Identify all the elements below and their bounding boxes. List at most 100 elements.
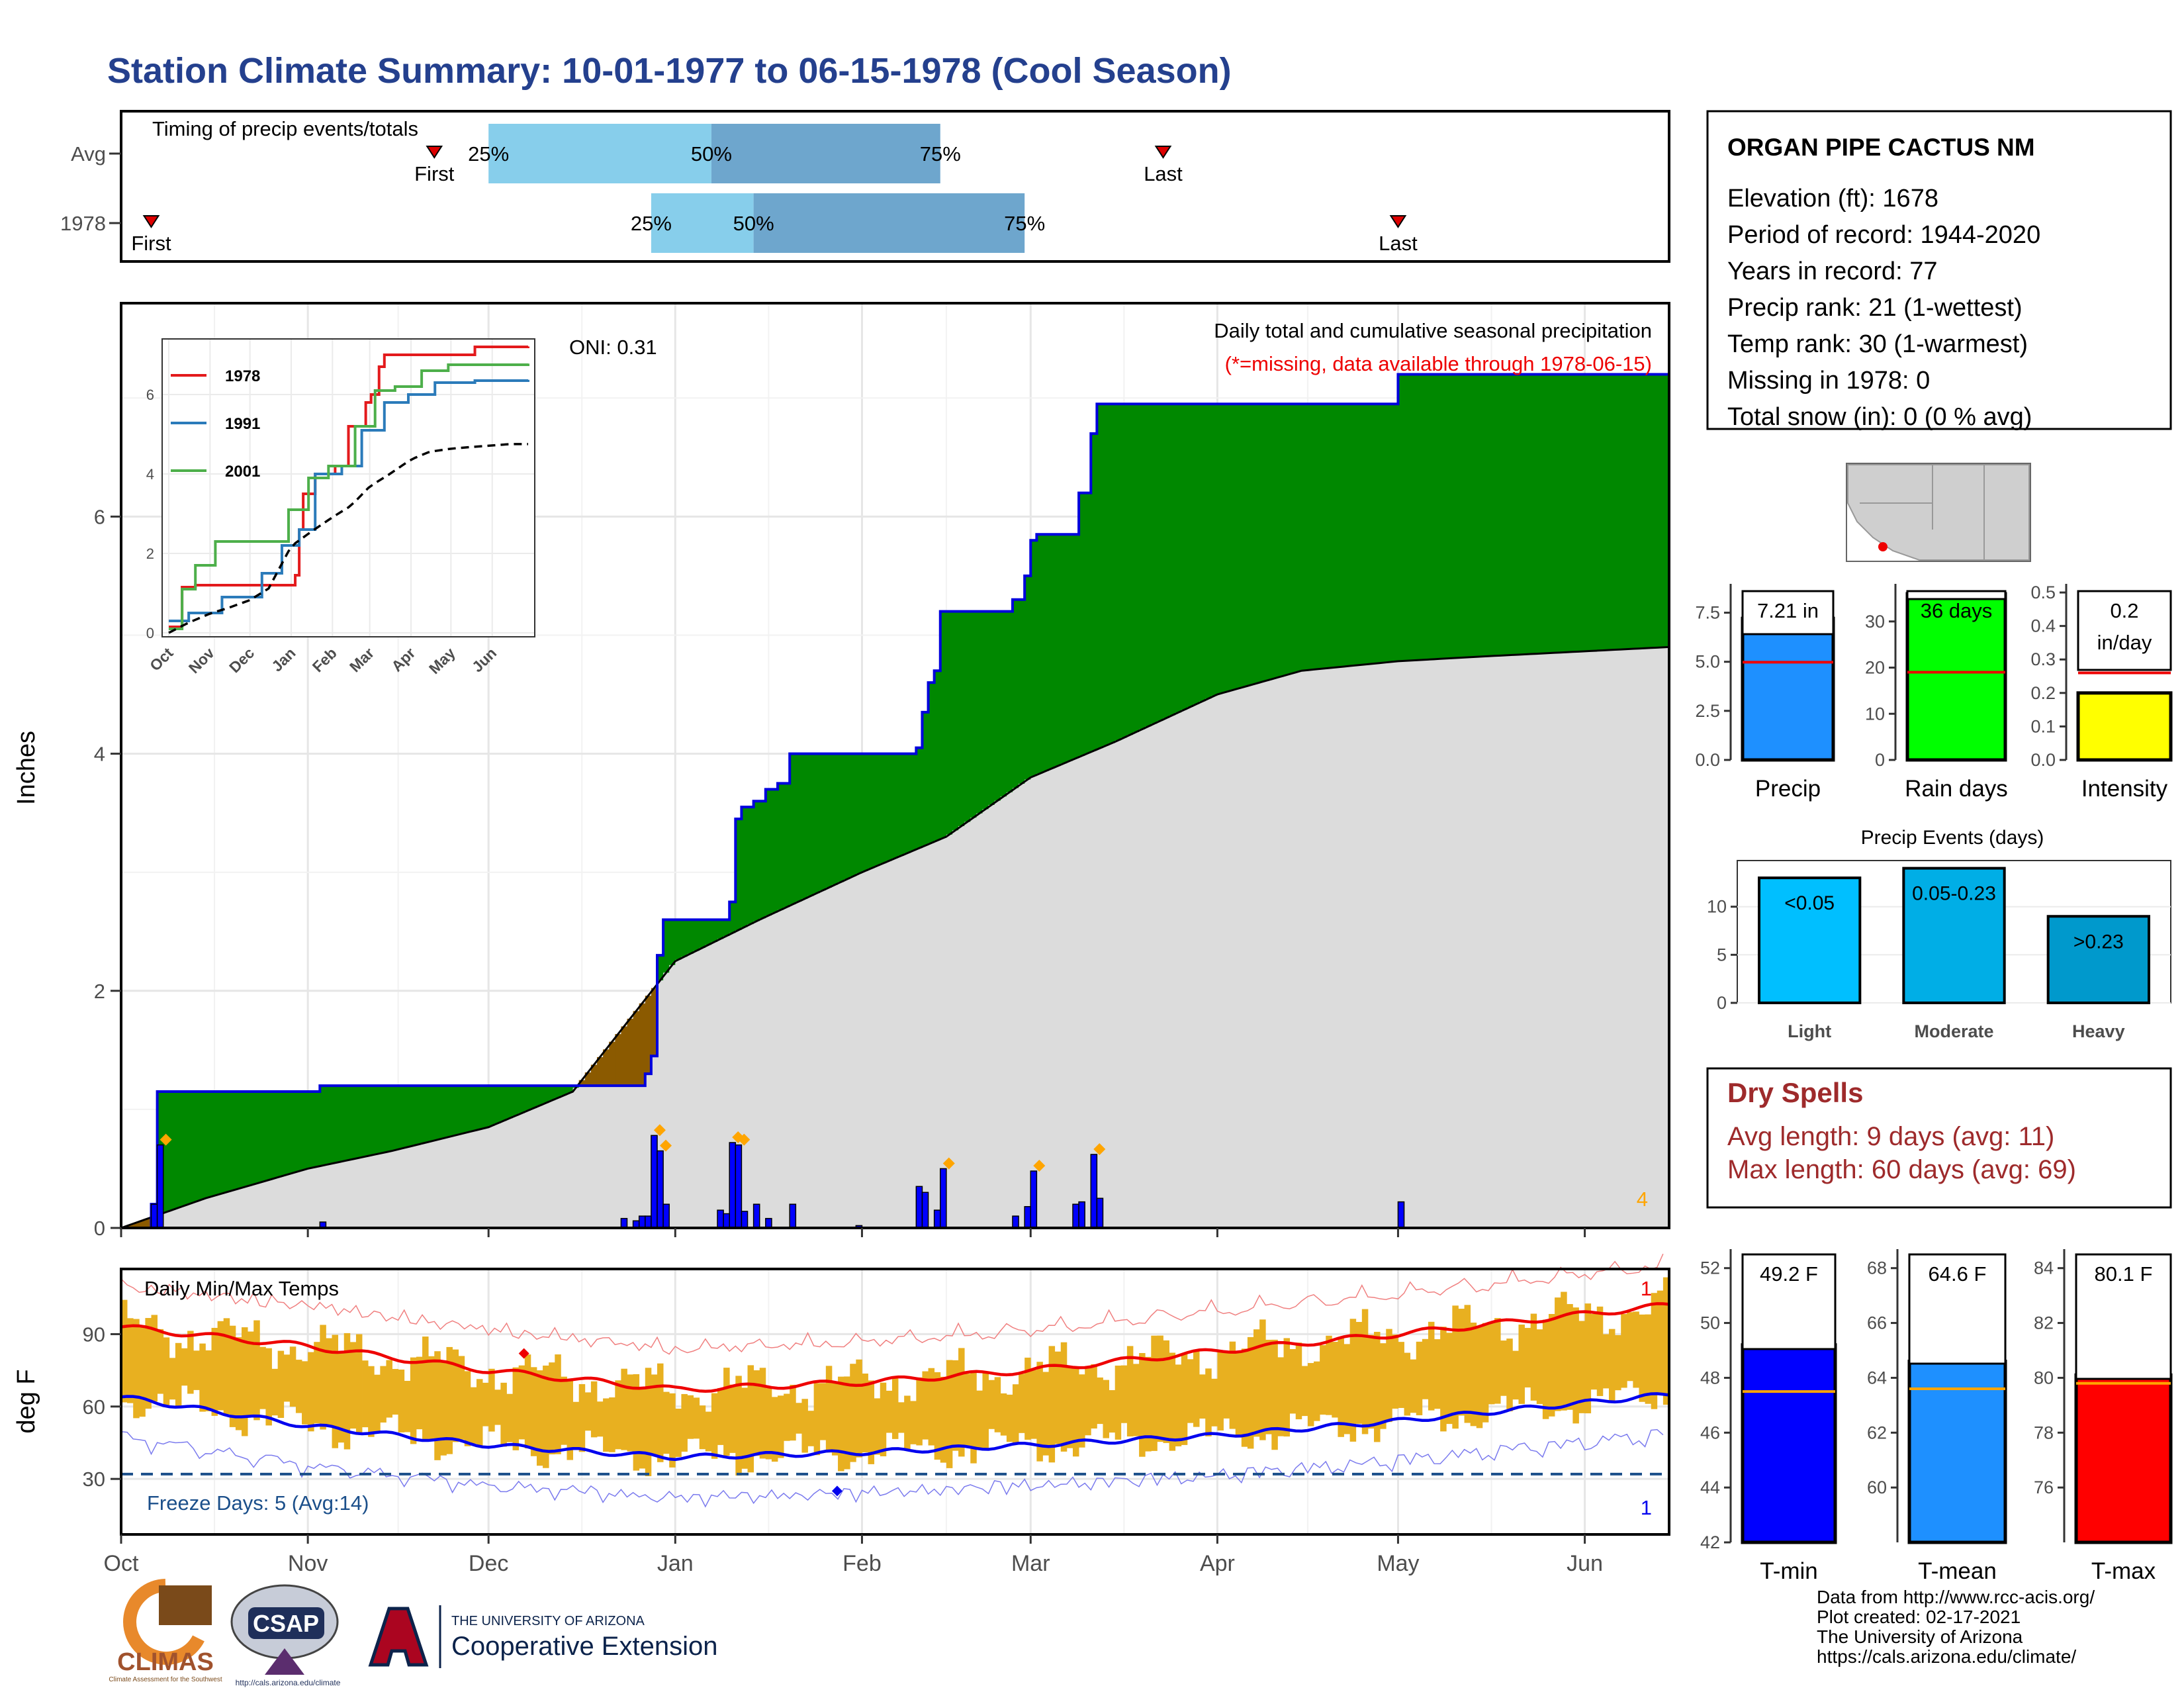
surplus-area	[813, 753, 821, 894]
daily-temp-bar	[1361, 1309, 1369, 1434]
daily-temp-bar	[735, 1376, 742, 1476]
climatology-area	[778, 910, 784, 1228]
surplus-area	[332, 1086, 339, 1163]
climatology-area	[458, 1133, 465, 1228]
surplus-area	[1199, 404, 1206, 702]
daily-temp-bar	[1657, 1290, 1664, 1395]
climatology-area	[1277, 677, 1285, 1228]
surplus-area	[753, 801, 760, 921]
timing-first-marker	[426, 146, 443, 159]
climatology-area	[1000, 796, 1007, 1228]
climatology-area	[446, 1137, 453, 1228]
surplus-area	[1338, 404, 1345, 667]
daily-precip-bar	[645, 1215, 652, 1229]
climatology-area	[1349, 665, 1357, 1228]
footer-credit-line: Data from http://www.rcc-acis.org/	[1817, 1587, 2095, 1607]
climatology-area	[844, 879, 850, 1228]
surplus-area	[741, 807, 749, 927]
x-tick-label-month: Nov	[288, 1551, 328, 1576]
surplus-area	[555, 1086, 561, 1098]
surplus-area	[801, 753, 809, 899]
climatology-area	[1169, 715, 1176, 1228]
daily-temp-bar	[157, 1329, 164, 1394]
inset-series-line	[169, 379, 529, 622]
climatology-area	[1584, 651, 1592, 1228]
climatology-area	[211, 1196, 218, 1228]
precip-value-label: 7.21 in	[1757, 599, 1819, 622]
climatology-area	[308, 1168, 314, 1228]
precip-subtitle: Daily total and cumulative seasonal prec…	[1214, 319, 1652, 342]
climatology-area	[1006, 792, 1013, 1228]
precip-value-box	[1741, 590, 1835, 635]
climatology-area	[874, 866, 881, 1228]
tmean-value-box	[1908, 1253, 2007, 1365]
surplus-area	[1036, 534, 1044, 774]
daily-temp-bar	[952, 1360, 959, 1451]
climatology-area	[1621, 649, 1627, 1228]
heavy-event-marker	[660, 1139, 672, 1152]
daily-precip-bar	[729, 1142, 737, 1229]
surplus-area	[314, 1092, 320, 1167]
surplus-area	[675, 919, 682, 960]
surplus-area	[723, 919, 730, 936]
daily-temp-bar	[729, 1384, 736, 1453]
station-location-dot	[1878, 542, 1888, 551]
daily-temp-bar	[398, 1369, 405, 1432]
surplus-area	[838, 753, 844, 882]
daily-temp-bar	[404, 1381, 411, 1432]
timing-bar-25-50	[488, 124, 711, 183]
daily-temp-bar	[1000, 1393, 1007, 1436]
avg-min-line	[120, 1392, 1670, 1462]
y-tick-label: 0.2	[2030, 683, 2056, 703]
climatology-area	[1048, 768, 1056, 1228]
climatology-area	[175, 1207, 182, 1228]
surplus-area	[1048, 534, 1056, 769]
daily-temp-bar	[1301, 1366, 1308, 1417]
daily-temp-bar	[578, 1383, 586, 1452]
surplus-area	[1518, 374, 1525, 655]
climas-logo-block	[159, 1585, 212, 1625]
climatology-area	[970, 818, 977, 1228]
surplus-area	[488, 1086, 495, 1126]
y-tick-label: 52	[1700, 1258, 1720, 1278]
daily-temp-bar	[717, 1387, 724, 1445]
climatology-area	[741, 927, 749, 1228]
daily-precip-bar	[156, 1144, 164, 1229]
y-tick-label: 0	[1717, 993, 1727, 1013]
daily-temp-bar	[910, 1401, 917, 1444]
daily-temp-bar	[807, 1411, 815, 1446]
daily-temp-bar	[277, 1350, 285, 1418]
daily-temp-bar	[741, 1387, 748, 1469]
daily-temp-bar	[1488, 1322, 1495, 1405]
surplus-area	[807, 753, 815, 896]
tmax-record-count: 1	[1641, 1277, 1652, 1300]
daily-temp-bar	[657, 1363, 664, 1462]
climatology-area	[1320, 669, 1326, 1228]
surplus-area	[1615, 374, 1621, 650]
daily-temp-bar	[675, 1408, 682, 1457]
surplus-area	[771, 789, 778, 913]
daily-temp-bar	[1181, 1354, 1188, 1445]
climatology-area	[271, 1178, 279, 1228]
daily-temp-bar	[856, 1359, 862, 1458]
daily-temp-bar	[416, 1356, 423, 1430]
climatology-area	[1241, 686, 1248, 1228]
rain-days-value-box	[1906, 590, 2007, 600]
daily-temp-bar	[1590, 1313, 1598, 1390]
daily-precip-bar	[1090, 1154, 1098, 1229]
events-bar	[1758, 876, 1862, 1005]
daily-temp-bar	[1386, 1329, 1392, 1423]
climatology-area	[1596, 650, 1604, 1228]
daily-precip-bar	[1030, 1170, 1038, 1229]
daily-temp-bar	[1608, 1329, 1615, 1402]
surplus-area	[891, 753, 899, 859]
events-bar	[2046, 915, 2151, 1004]
climatology-area	[1079, 755, 1085, 1228]
surplus-area	[717, 919, 724, 939]
y-tick-label: 76	[2034, 1477, 2054, 1497]
daily-temp-bar	[1343, 1344, 1351, 1434]
surplus-area	[669, 919, 676, 965]
oni-label: ONI: 0.31	[569, 336, 657, 359]
surplus-area	[211, 1092, 218, 1196]
